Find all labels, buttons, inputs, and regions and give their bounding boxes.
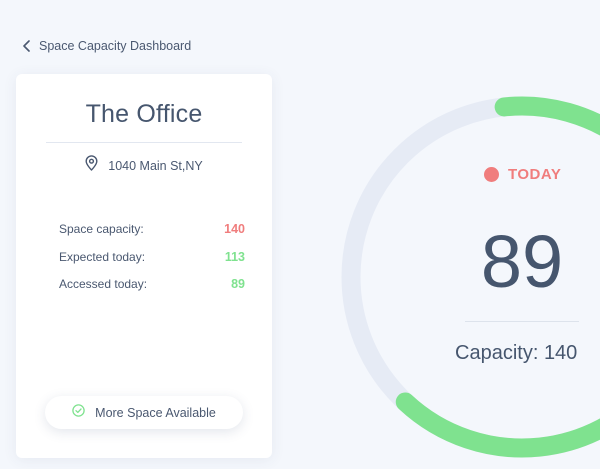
more-space-button[interactable]: More Space Available xyxy=(45,396,243,429)
stat-value: 140 xyxy=(224,222,245,236)
title-divider xyxy=(46,142,242,143)
stat-row-space-capacity: Space capacity: 140 xyxy=(59,220,245,238)
back-link-label: Space Capacity Dashboard xyxy=(39,39,192,53)
stat-label: Accessed today: xyxy=(59,277,148,291)
stat-value: 113 xyxy=(224,250,245,264)
accessed-count: 89 xyxy=(480,220,564,303)
address-row: 1040 Main St,NY xyxy=(16,155,272,176)
office-title: The Office xyxy=(85,100,203,128)
today-dot xyxy=(484,166,499,182)
stat-label: Expected today: xyxy=(59,250,146,264)
gauge-fill xyxy=(341,96,600,458)
stat-row-expected-today: Expected today: 113 xyxy=(59,248,245,266)
stat-value: 89 xyxy=(231,277,245,291)
more-space-label: More Space Available xyxy=(95,405,216,420)
office-card: The Office 1040 Main St,NY Space capacit… xyxy=(16,74,272,458)
chevron-left-icon xyxy=(22,40,31,52)
capacity-label: Capacity: xyxy=(455,342,539,364)
back-link[interactable]: Space Capacity Dashboard xyxy=(22,36,191,56)
office-address: 1040 Main St,NY xyxy=(108,158,203,173)
check-circle-icon xyxy=(72,403,85,422)
today-badge: TODAY xyxy=(484,164,561,184)
capacity-value: 140 xyxy=(543,342,578,364)
today-label: TODAY xyxy=(508,165,562,183)
capacity-summary: Capacity: 140 xyxy=(455,342,577,365)
stat-label: Space capacity: xyxy=(59,222,144,236)
stat-row-accessed-today: Accessed today: 89 xyxy=(59,275,245,293)
location-pin-icon xyxy=(85,155,98,176)
number-divider xyxy=(465,321,579,322)
